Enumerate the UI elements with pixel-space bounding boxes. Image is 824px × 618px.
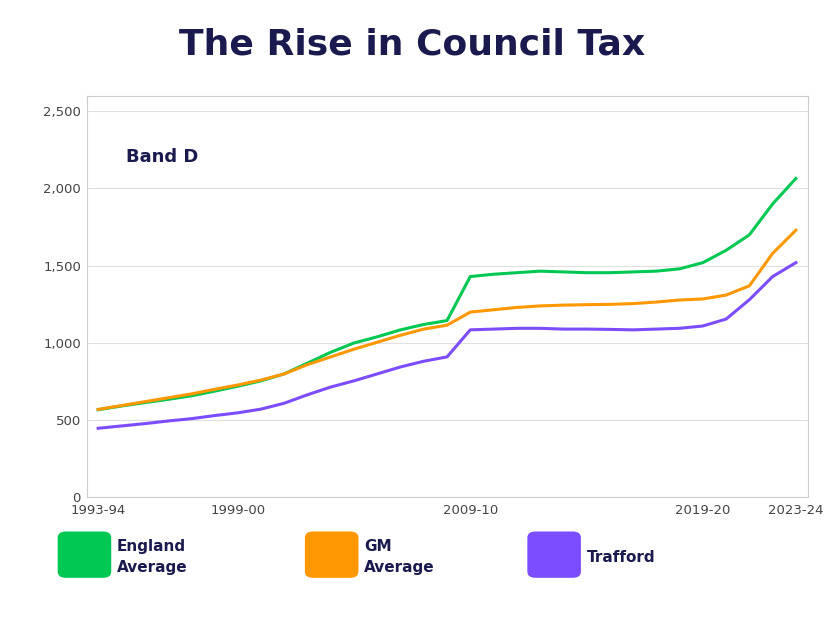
Text: Average: Average xyxy=(117,560,188,575)
Text: Band D: Band D xyxy=(126,148,199,166)
Text: The Rise in Council Tax: The Rise in Council Tax xyxy=(179,28,645,62)
Text: England: England xyxy=(117,540,186,554)
Text: Average: Average xyxy=(364,560,435,575)
Text: Trafford: Trafford xyxy=(587,550,655,565)
Text: GM: GM xyxy=(364,540,392,554)
